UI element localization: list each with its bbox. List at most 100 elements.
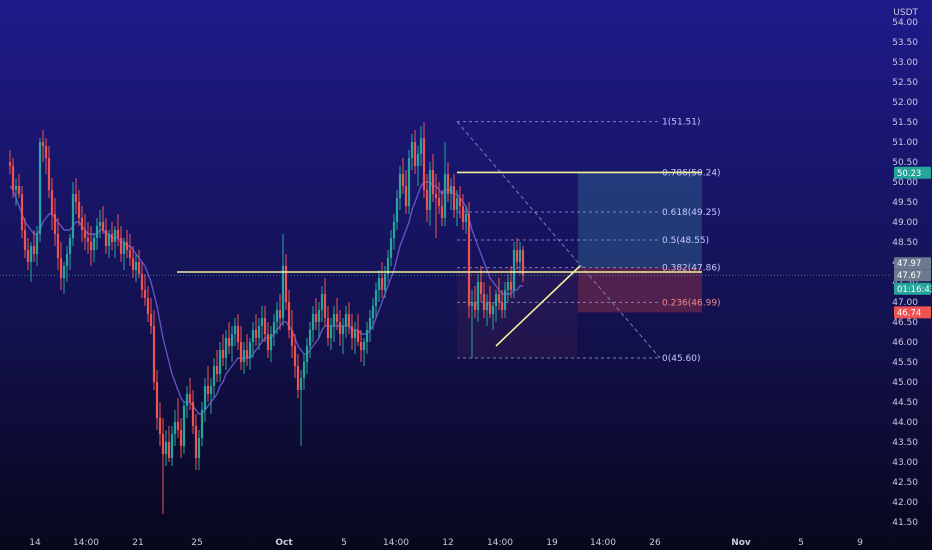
candle: [131, 246, 135, 278]
candle-body: [281, 266, 285, 318]
candle: [95, 218, 99, 250]
price-badge-last-bg: [894, 269, 931, 282]
candle: [389, 230, 393, 266]
price-badge-high-bg: [894, 257, 931, 270]
y-tick-label: 46.50: [892, 318, 918, 328]
candle: [203, 378, 207, 422]
candle: [428, 162, 432, 226]
fib-label-0.786: 0.786(50.24): [662, 168, 721, 178]
candle-body: [20, 194, 24, 230]
fib-label-0.236: 0.236(46.99): [662, 298, 721, 308]
candle-body: [251, 330, 255, 342]
candle-body: [92, 238, 96, 250]
candle: [167, 426, 171, 462]
candle-body: [359, 342, 363, 350]
candle: [308, 322, 312, 358]
candle-body: [188, 394, 192, 402]
rising-trendline[interactable]: [495, 265, 581, 347]
price-badge-countdown-text: 01:16:43: [897, 285, 932, 295]
candle-body: [329, 326, 333, 338]
candle: [50, 178, 54, 230]
candle-body: [374, 290, 378, 306]
candle-body: [86, 238, 90, 242]
drawn-lines[interactable]: [0, 171, 890, 347]
candle-body: [395, 198, 399, 222]
candle: [284, 254, 288, 310]
candle: [56, 218, 60, 270]
candle-body: [392, 222, 396, 238]
candle-body: [173, 422, 177, 434]
candle-body: [347, 314, 351, 326]
candle: [62, 262, 66, 294]
candle: [452, 174, 456, 218]
candle-body: [242, 350, 246, 362]
y-tick-label: 50.00: [892, 178, 918, 188]
candle-body: [158, 418, 162, 434]
candle-body: [200, 410, 204, 438]
candle-body: [284, 266, 288, 302]
candle-body: [152, 326, 156, 382]
candle: [434, 174, 438, 238]
candle: [401, 158, 405, 194]
candle-body: [47, 158, 51, 190]
candle-body: [452, 186, 456, 210]
candle: [44, 138, 48, 174]
fibonacci-retracement[interactable]: 1(51.51) 0.786(50.24) 0.618(49.25) 0.5(48.5…: [456, 118, 721, 364]
candle-body: [59, 258, 63, 278]
price-badge-last: 47.67: [894, 269, 931, 282]
candle: [314, 298, 318, 330]
candle-body: [122, 242, 126, 254]
candle: [287, 290, 291, 338]
candle: [74, 178, 78, 214]
candle-body: [260, 318, 264, 326]
candle: [143, 274, 147, 306]
candle: [86, 222, 90, 254]
candle: [410, 134, 414, 170]
candle: [323, 278, 327, 326]
x-tick-label: 14: [29, 538, 41, 548]
candle-body: [116, 230, 120, 238]
candle: [38, 138, 42, 242]
candle: [212, 358, 216, 398]
y-tick-label: 49.50: [892, 198, 918, 208]
candle: [278, 294, 282, 330]
candle: [176, 398, 180, 438]
y-tick-label: 45.00: [892, 378, 918, 388]
candle: [335, 298, 339, 330]
candle-body: [407, 158, 411, 206]
candle-body: [119, 238, 123, 254]
candle-body: [80, 218, 84, 230]
candle-body: [494, 294, 498, 306]
fib-label-0.618: 0.618(49.25): [662, 208, 721, 218]
candle-body: [515, 250, 519, 262]
candle: [224, 330, 228, 370]
y-tick-label: 48.50: [892, 238, 918, 248]
candle-body: [29, 246, 33, 262]
candle-body: [413, 142, 417, 166]
candle-body: [461, 206, 465, 222]
candle-body: [365, 330, 369, 342]
candle: [446, 162, 450, 202]
candle: [101, 206, 105, 234]
candle: [311, 306, 315, 342]
candle: [113, 226, 117, 258]
candle-body: [437, 198, 441, 206]
candle-body: [128, 250, 132, 258]
candle: [470, 290, 474, 358]
candle: [413, 130, 417, 174]
candle: [98, 210, 102, 238]
candle-body: [107, 234, 111, 246]
candle-body: [428, 170, 432, 210]
candle-body: [419, 138, 423, 154]
fib-label-0.5: 0.5(48.55): [662, 236, 709, 246]
candle: [140, 262, 144, 298]
candle-body: [65, 254, 69, 266]
candle: [380, 262, 384, 298]
candle: [518, 242, 522, 274]
candle: [347, 302, 351, 334]
x-tick-label: 14:00: [590, 538, 616, 548]
x-tick-label: Oct: [275, 538, 293, 548]
candle-body: [89, 242, 93, 250]
candle: [104, 218, 108, 254]
